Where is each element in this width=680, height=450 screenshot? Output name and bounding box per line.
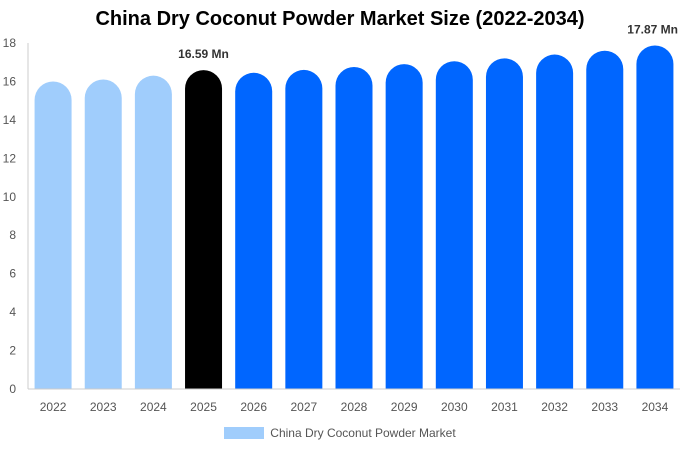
bar-2031 [485, 58, 523, 390]
x-tick-label: 2033 [591, 400, 618, 414]
x-tick-label: 2028 [341, 400, 368, 414]
x-tick-label: 2024 [140, 400, 167, 414]
bar-2030 [435, 61, 473, 390]
legend-label: China Dry Coconut Powder Market [270, 426, 456, 440]
bar-2025 [185, 70, 223, 390]
legend: China Dry Coconut Powder Market [0, 426, 680, 440]
y-tick-label: 4 [9, 305, 16, 319]
x-tick-label: 2031 [491, 400, 518, 414]
y-axis: 0 2 4 6 8 10 12 14 16 18 [3, 36, 29, 396]
x-tick-label: 2029 [391, 400, 418, 414]
bar-2024 [134, 75, 172, 389]
bar-2032 [536, 54, 574, 390]
x-tick-label: 2022 [40, 400, 67, 414]
bar-2022 [34, 81, 72, 389]
bar-2034 [636, 45, 674, 389]
x-tick-label: 2027 [290, 400, 317, 414]
y-tick-label: 10 [3, 190, 17, 204]
y-tick-label: 0 [9, 382, 16, 396]
bar-2027 [285, 69, 323, 390]
y-tick-label: 14 [3, 113, 17, 127]
bar-2033 [586, 50, 624, 389]
x-axis: 2022 2023 2024 2025 2026 2027 2028 2029 2030 2031… [28, 388, 680, 414]
x-tick-label: 2034 [642, 400, 669, 414]
bar-series [34, 45, 674, 390]
x-tick-label: 2026 [240, 400, 267, 414]
x-tick-label: 2025 [190, 400, 217, 414]
x-tick-label: 2023 [90, 400, 117, 414]
y-tick-label: 18 [3, 36, 17, 50]
x-tick-label: 2032 [541, 400, 568, 414]
bar-2023 [84, 79, 122, 390]
data-label-2034: 17.87 Mn [627, 22, 678, 36]
data-label-2025: 16.59 Mn [178, 47, 229, 61]
data-labels: 16.59 Mn 17.87 Mn [178, 22, 678, 61]
y-tick-label: 6 [9, 267, 16, 281]
legend-swatch [224, 427, 265, 439]
y-tick-label: 12 [3, 151, 17, 165]
chart-title: China Dry Coconut Powder Market Size (20… [95, 8, 585, 30]
y-tick-label: 8 [9, 228, 16, 242]
bar-2028 [335, 67, 373, 390]
x-tick-label: 2030 [441, 400, 468, 414]
bar-2026 [235, 72, 273, 389]
y-tick-label: 2 [9, 344, 16, 358]
bar-2029 [385, 64, 423, 390]
y-tick-label: 16 [3, 74, 17, 88]
